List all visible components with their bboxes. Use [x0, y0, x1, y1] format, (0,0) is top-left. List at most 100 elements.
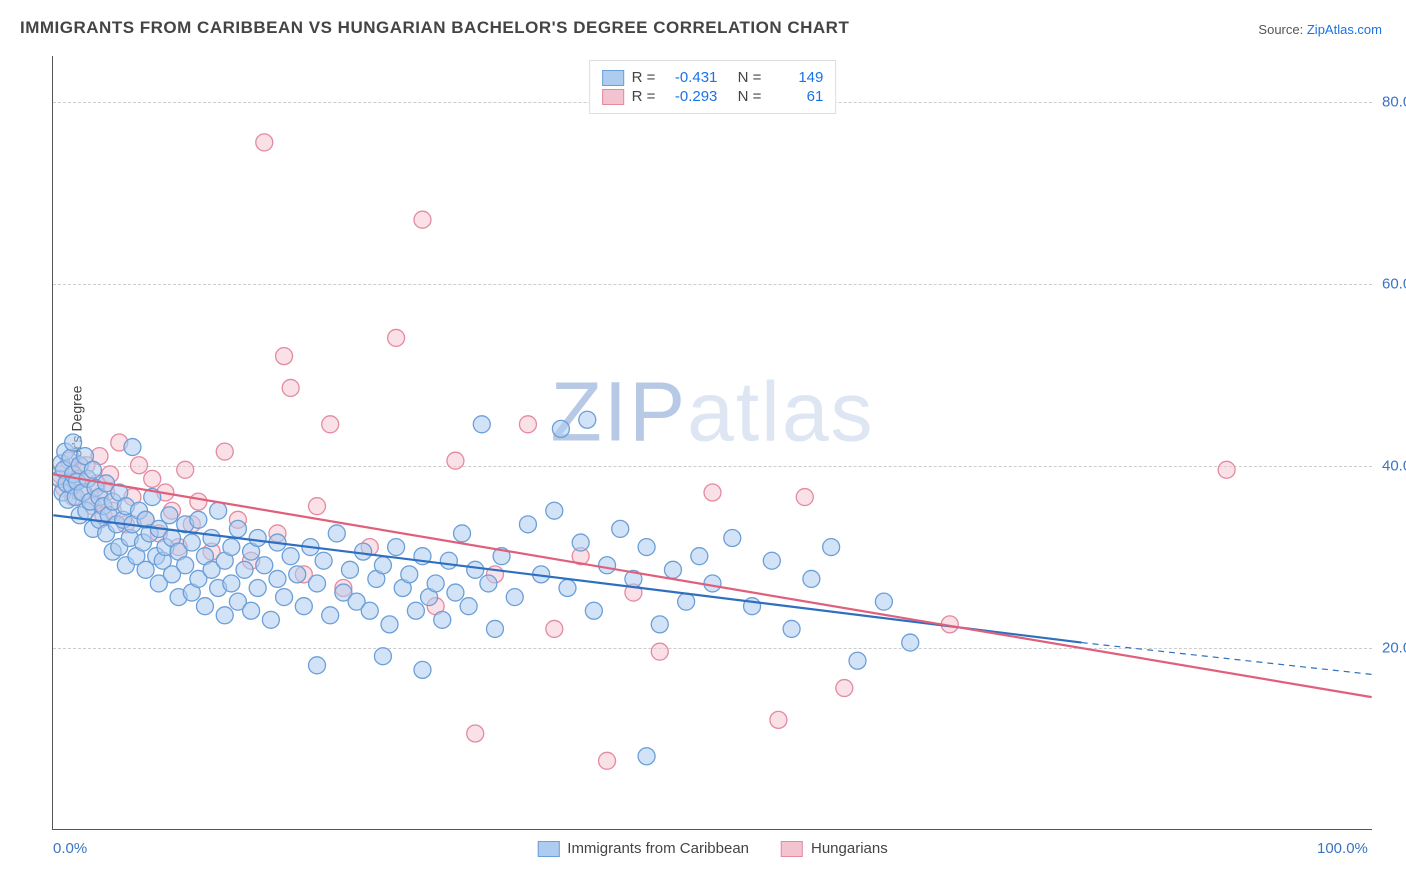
data-point [322, 607, 339, 624]
data-point [124, 439, 141, 456]
swatch-series-0 [602, 70, 624, 86]
r-value-1: -0.293 [663, 88, 717, 105]
data-point [460, 598, 477, 615]
data-point [803, 570, 820, 587]
data-point [315, 552, 332, 569]
y-tick-label: 80.0% [1382, 93, 1406, 110]
source-link[interactable]: ZipAtlas.com [1307, 22, 1382, 37]
data-point [875, 593, 892, 610]
data-point [599, 557, 616, 574]
data-point [401, 566, 418, 583]
data-point [84, 461, 101, 478]
data-point [579, 411, 596, 428]
data-point [724, 529, 741, 546]
n-value-0: 149 [769, 69, 823, 86]
data-point [467, 725, 484, 742]
r-label: R = [632, 88, 656, 105]
data-point [190, 493, 207, 510]
data-point [262, 611, 279, 628]
n-value-1: 61 [769, 88, 823, 105]
legend-bottom: Immigrants from Caribbean Hungarians [537, 840, 887, 857]
swatch-series-1-b [781, 841, 803, 857]
data-point [243, 602, 260, 619]
data-point [440, 552, 457, 569]
data-point [388, 329, 405, 346]
data-point [783, 620, 800, 637]
data-point [309, 657, 326, 674]
data-point [434, 611, 451, 628]
data-point [282, 379, 299, 396]
data-point [282, 548, 299, 565]
data-point [309, 575, 326, 592]
data-point [447, 452, 464, 469]
chart-title: IMMIGRANTS FROM CARIBBEAN VS HUNGARIAN B… [20, 18, 849, 38]
legend-item-0: Immigrants from Caribbean [537, 840, 749, 857]
data-point [223, 539, 240, 556]
data-point [144, 470, 161, 487]
data-point [849, 652, 866, 669]
data-point [65, 434, 82, 451]
data-point [552, 420, 569, 437]
data-point [447, 584, 464, 601]
data-point [427, 575, 444, 592]
data-point [796, 489, 813, 506]
swatch-series-1 [602, 89, 624, 105]
legend-item-1: Hungarians [781, 840, 888, 857]
data-point [269, 570, 286, 587]
data-point [236, 561, 253, 578]
data-point [249, 529, 266, 546]
legend-stats-row-0: R = -0.431 N = 149 [602, 69, 824, 86]
regression-line [53, 515, 1081, 642]
data-point [519, 516, 536, 533]
data-point [210, 502, 227, 519]
data-point [289, 566, 306, 583]
data-point [322, 416, 339, 433]
legend-label-0: Immigrants from Caribbean [567, 840, 749, 857]
data-point [823, 539, 840, 556]
data-point [374, 557, 391, 574]
data-point [836, 680, 853, 697]
data-point [374, 648, 391, 665]
r-label: R = [632, 69, 656, 86]
data-point [651, 616, 668, 633]
data-point [454, 525, 471, 542]
data-point [473, 416, 490, 433]
data-point [361, 602, 378, 619]
data-point [546, 502, 563, 519]
data-point [161, 507, 178, 524]
data-point [704, 575, 721, 592]
swatch-series-0-b [537, 841, 559, 857]
data-point [763, 552, 780, 569]
data-point [1218, 461, 1235, 478]
data-point [664, 561, 681, 578]
data-point [506, 589, 523, 606]
data-point [678, 593, 695, 610]
data-point [276, 589, 293, 606]
data-point [638, 539, 655, 556]
data-point [638, 748, 655, 765]
plot-area: Bachelor's Degree ZIPatlas R = -0.431 N … [52, 56, 1372, 830]
r-value-0: -0.431 [663, 69, 717, 86]
data-point [216, 443, 233, 460]
source-attribution: Source: ZipAtlas.com [1258, 22, 1382, 37]
data-point [691, 548, 708, 565]
data-point [249, 580, 266, 597]
data-point [276, 348, 293, 365]
data-point [559, 580, 576, 597]
data-point [519, 416, 536, 433]
data-point [480, 575, 497, 592]
data-point [414, 211, 431, 228]
data-point [355, 543, 372, 560]
y-tick-label: 20.0% [1382, 639, 1406, 656]
data-point [770, 711, 787, 728]
source-label: Source: [1258, 22, 1303, 37]
x-tick-label: 100.0% [1317, 840, 1368, 857]
y-tick-label: 40.0% [1382, 457, 1406, 474]
data-point [704, 484, 721, 501]
data-point [196, 598, 213, 615]
data-point [131, 457, 148, 474]
data-point [183, 534, 200, 551]
n-label: N = [738, 69, 762, 86]
y-tick-label: 60.0% [1382, 275, 1406, 292]
data-point [295, 598, 312, 615]
